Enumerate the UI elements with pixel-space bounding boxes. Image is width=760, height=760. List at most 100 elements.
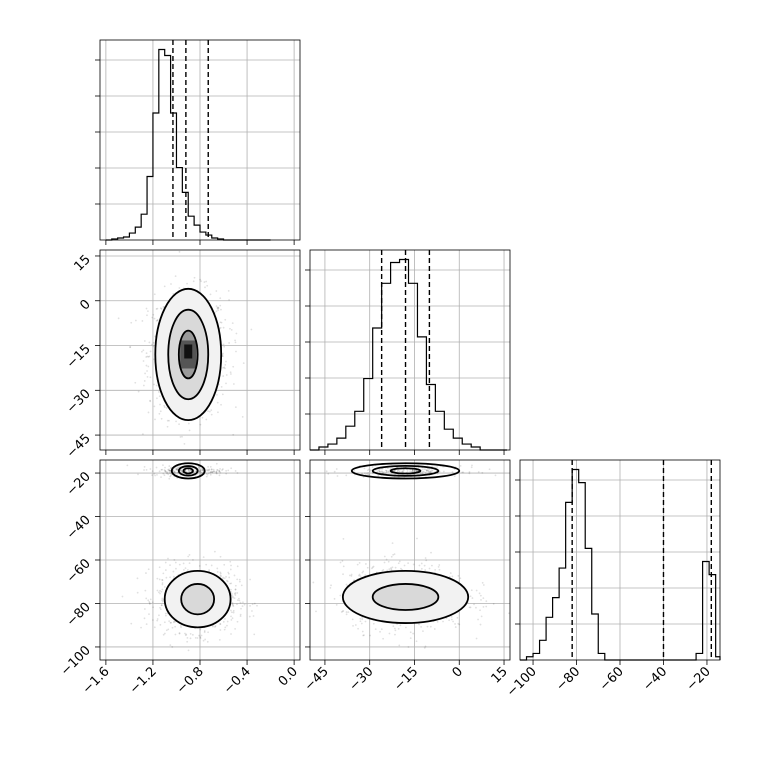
scatter-point xyxy=(418,564,421,567)
scatter-point xyxy=(419,472,422,475)
scatter-point xyxy=(235,350,237,353)
scatter-point xyxy=(475,589,478,592)
scatter-point xyxy=(215,290,218,292)
scatter-point xyxy=(188,429,191,432)
scatter-point xyxy=(312,581,315,584)
scatter-point xyxy=(206,473,209,476)
scatter-point xyxy=(172,621,175,624)
scatter-point xyxy=(354,624,357,626)
scatter-point xyxy=(199,470,202,473)
scatter-point xyxy=(222,620,225,623)
scatter-point xyxy=(456,616,459,619)
scatter-point xyxy=(233,574,236,577)
scatter-point xyxy=(201,416,204,419)
scatter-point xyxy=(335,603,338,606)
scatter-point xyxy=(480,599,482,601)
scatter-point xyxy=(175,468,178,471)
scatter-point xyxy=(234,341,237,344)
scatter-point xyxy=(376,470,379,473)
scatter-point xyxy=(173,558,176,561)
scatter-point xyxy=(420,562,423,565)
scatter-point xyxy=(191,633,194,636)
scatter-point xyxy=(149,350,152,353)
scatter-point xyxy=(387,467,389,470)
scatter-point xyxy=(369,470,371,473)
scatter-point xyxy=(161,578,164,581)
scatter-point xyxy=(176,480,178,482)
scatter-point xyxy=(252,615,255,617)
scatter-point xyxy=(342,537,345,540)
scatter-point xyxy=(415,640,418,643)
y-tick-label: −15 xyxy=(64,342,94,372)
scatter-point xyxy=(162,472,165,475)
contour-line xyxy=(371,583,440,611)
scatter-point xyxy=(175,567,177,570)
scatter-point xyxy=(357,627,359,630)
scatter-point xyxy=(236,620,239,623)
scatter-point xyxy=(169,564,171,567)
scatter-point xyxy=(228,342,231,344)
scatter-point xyxy=(369,469,372,472)
scatter-point xyxy=(145,352,148,355)
scatter-point xyxy=(228,298,230,301)
scatter-point xyxy=(145,572,147,574)
scatter-point xyxy=(361,472,363,475)
scatter-point xyxy=(168,472,171,475)
scatter-point xyxy=(427,470,430,473)
scatter-point xyxy=(378,470,381,473)
scatter-point xyxy=(208,569,210,571)
scatter-point xyxy=(426,469,428,472)
scatter-point xyxy=(190,469,192,472)
scatter-point xyxy=(165,629,168,632)
scatter-point xyxy=(164,569,167,571)
scatter-point xyxy=(251,603,254,606)
scatter-point xyxy=(178,632,181,634)
scatter-point xyxy=(225,382,227,385)
scatter-point xyxy=(156,618,159,620)
scatter-point xyxy=(230,467,233,470)
scatter-point xyxy=(345,611,348,613)
scatter-point xyxy=(141,433,144,436)
scatter-point xyxy=(198,565,201,567)
panel-content xyxy=(312,462,510,649)
scatter-point xyxy=(199,469,202,472)
scatter-point xyxy=(143,465,146,468)
scatter-point xyxy=(366,566,369,569)
scatter-point xyxy=(230,633,232,635)
scatter-point xyxy=(234,592,237,594)
scatter-point xyxy=(215,462,218,465)
scatter-point xyxy=(481,471,484,474)
scatter-point xyxy=(149,598,152,601)
scatter-point xyxy=(196,637,199,639)
scatter-point xyxy=(157,391,160,393)
scatter-point xyxy=(371,466,374,469)
scatter-point xyxy=(232,433,235,436)
scatter-point xyxy=(154,474,156,477)
scatter-point xyxy=(212,468,215,471)
scatter-point xyxy=(436,466,438,468)
scatter-point xyxy=(228,576,231,579)
scatter-point xyxy=(388,632,391,635)
scatter-point xyxy=(199,469,202,472)
scatter-point xyxy=(162,572,165,575)
x-tick-label: −40 xyxy=(640,664,670,694)
scatter-point xyxy=(364,620,367,623)
scatter-point xyxy=(154,418,156,421)
scatter-point xyxy=(424,471,427,474)
histogram-step xyxy=(520,468,721,661)
scatter-point xyxy=(230,582,233,585)
scatter-point xyxy=(209,471,212,474)
scatter-point xyxy=(148,602,151,604)
scatter-point xyxy=(422,470,425,473)
scatter-point xyxy=(371,567,373,570)
scatter-point xyxy=(165,472,168,475)
x-tick-label: −20 xyxy=(684,664,714,694)
scatter-point xyxy=(167,628,170,631)
scatter-point xyxy=(397,469,400,472)
scatter-point xyxy=(230,611,233,614)
scatter-point xyxy=(141,350,143,353)
scatter-point xyxy=(494,474,497,477)
scatter-point xyxy=(249,578,251,581)
scatter-point xyxy=(215,305,218,307)
scatter-point xyxy=(158,578,161,581)
